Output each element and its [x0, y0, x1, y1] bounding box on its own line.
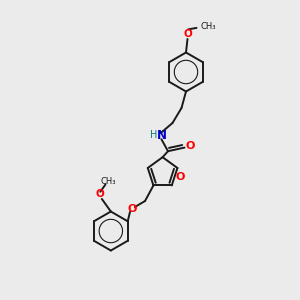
Text: O: O [128, 204, 137, 214]
Text: O: O [96, 189, 105, 199]
Text: CH₃: CH₃ [200, 22, 216, 31]
Text: CH₃: CH₃ [100, 177, 116, 186]
Text: O: O [184, 29, 193, 39]
Text: O: O [185, 141, 195, 152]
Text: N: N [157, 129, 167, 142]
Text: H: H [150, 130, 157, 140]
Text: O: O [176, 172, 185, 182]
